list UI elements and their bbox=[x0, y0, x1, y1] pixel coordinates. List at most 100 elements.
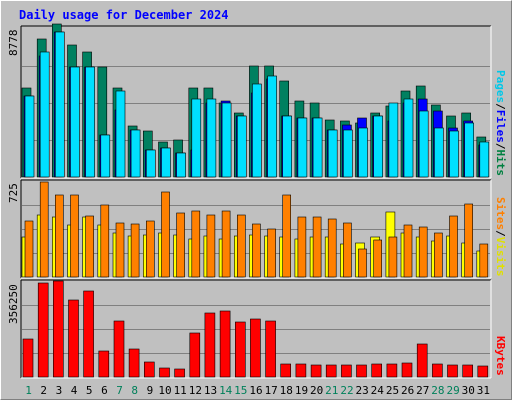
bar-kbytes bbox=[265, 320, 276, 378]
bar-kbytes bbox=[98, 350, 110, 378]
bar-kbytes bbox=[416, 343, 428, 378]
bar-sites bbox=[252, 223, 261, 278]
bar-pages bbox=[54, 31, 65, 178]
chart-title: Daily usage for December 2024 bbox=[19, 8, 229, 22]
x-tick-label: 29 bbox=[446, 384, 459, 397]
x-tick-label: 18 bbox=[280, 384, 293, 397]
bar-pages bbox=[237, 115, 247, 178]
x-tick-label: 31 bbox=[477, 384, 490, 397]
x-tick-label: 12 bbox=[189, 384, 202, 397]
bar-sites bbox=[176, 212, 185, 278]
bar-sites bbox=[191, 210, 201, 278]
bar-pages bbox=[252, 83, 262, 178]
x-tick-label: 23 bbox=[355, 384, 368, 397]
bar-kbytes bbox=[432, 363, 443, 378]
bar-sites bbox=[312, 216, 322, 278]
bar-sites bbox=[221, 210, 231, 278]
x-tick-label: 16 bbox=[249, 384, 262, 397]
legend-entry: KBytes bbox=[494, 336, 507, 376]
bar-sites bbox=[449, 215, 458, 278]
bar-pages bbox=[24, 95, 35, 178]
bar-sites bbox=[54, 194, 64, 278]
bar-kbytes bbox=[250, 318, 261, 378]
bar-kbytes bbox=[477, 365, 489, 378]
bar-sites bbox=[267, 228, 276, 278]
bar-sites bbox=[464, 203, 474, 278]
x-tick-label: 19 bbox=[295, 384, 308, 397]
bar-sites bbox=[130, 223, 140, 278]
legend-label: Sites/Visits bbox=[494, 197, 507, 277]
legend-entry: Hits bbox=[494, 149, 507, 177]
x-tick-label: 21 bbox=[325, 384, 338, 397]
bar-sites bbox=[206, 214, 216, 278]
bar-pages bbox=[70, 66, 80, 178]
bar-kbytes bbox=[83, 290, 94, 378]
bar-kbytes bbox=[401, 362, 413, 378]
bar-pages bbox=[100, 134, 111, 178]
bar-sites bbox=[373, 239, 383, 278]
bar-pages bbox=[464, 122, 475, 178]
x-tick-label: 9 bbox=[147, 384, 154, 397]
x-tick-label: 20 bbox=[310, 384, 323, 397]
bar-sites bbox=[327, 218, 337, 278]
bar-sites bbox=[434, 232, 443, 278]
bar-sites bbox=[282, 194, 292, 278]
bar-kbytes bbox=[325, 364, 337, 378]
x-tick-label: 11 bbox=[174, 384, 187, 397]
bar-kbytes bbox=[280, 363, 292, 378]
bar-kbytes bbox=[189, 332, 201, 378]
bar-sites bbox=[85, 215, 94, 278]
bar-pages bbox=[146, 149, 156, 178]
bar-sites bbox=[358, 248, 367, 278]
x-tick-label: 28 bbox=[431, 384, 444, 397]
scale-label: 8778 bbox=[7, 29, 20, 57]
bar-pages bbox=[267, 75, 277, 178]
bar-kbytes bbox=[37, 282, 49, 378]
bar-pages bbox=[403, 98, 414, 178]
bar-kbytes bbox=[174, 368, 185, 378]
bar-pages bbox=[479, 141, 490, 178]
bar-pages bbox=[358, 127, 368, 178]
bar-sites bbox=[237, 214, 246, 278]
legend-entry: / bbox=[494, 142, 507, 150]
bar-sites bbox=[479, 243, 489, 278]
x-tick-label: 1 bbox=[25, 384, 32, 397]
x-tick-label: 2 bbox=[40, 384, 47, 397]
bar-pages bbox=[312, 117, 323, 178]
bar-kbytes bbox=[371, 363, 383, 378]
bar-kbytes bbox=[52, 280, 64, 378]
bar-pages bbox=[343, 129, 353, 178]
x-tick-label: 7 bbox=[116, 384, 123, 397]
bar-kbytes bbox=[128, 348, 140, 378]
bar-kbytes bbox=[356, 364, 367, 378]
legend-entry: Visits bbox=[494, 236, 507, 277]
x-tick-label: 17 bbox=[265, 384, 278, 397]
x-tick-label: 3 bbox=[56, 384, 63, 397]
x-tick-label: 4 bbox=[71, 384, 78, 397]
bar-sites bbox=[297, 216, 307, 278]
bar-sites bbox=[70, 194, 79, 278]
bar-sites bbox=[39, 181, 49, 278]
bar-sites bbox=[146, 220, 155, 278]
x-tick-label: 13 bbox=[204, 384, 217, 397]
bar-pages bbox=[115, 90, 126, 178]
x-tick-label: 24 bbox=[371, 384, 385, 397]
x-tick-label: 14 bbox=[219, 384, 233, 397]
bar-pages bbox=[282, 115, 293, 178]
bar-kbytes bbox=[144, 361, 155, 378]
x-tick-label: 30 bbox=[462, 384, 475, 397]
bar-kbytes bbox=[68, 299, 79, 378]
bar-kbytes bbox=[447, 364, 458, 378]
bar-pages bbox=[85, 66, 95, 178]
bar-kbytes bbox=[386, 363, 398, 378]
bar-sites bbox=[161, 191, 170, 278]
x-tick-label: 10 bbox=[158, 384, 171, 397]
legend-entry: Sites bbox=[494, 197, 507, 231]
bar-pages bbox=[161, 147, 171, 178]
bar-kbytes bbox=[219, 310, 231, 378]
bar-pages bbox=[327, 129, 338, 178]
x-tick-label: 22 bbox=[340, 384, 353, 397]
bar-pages bbox=[130, 129, 141, 178]
x-tick-label: 15 bbox=[234, 384, 247, 397]
